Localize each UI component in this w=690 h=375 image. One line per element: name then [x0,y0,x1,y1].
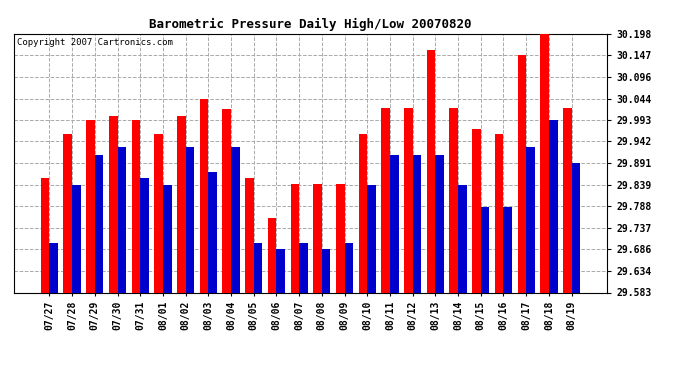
Bar [163,185,172,292]
Bar [177,116,186,292]
Bar [245,178,254,292]
Bar [117,147,126,292]
Bar [413,155,422,292]
Bar [132,120,140,292]
Bar [41,178,50,292]
Bar [299,243,308,292]
Bar [222,109,231,292]
Bar [86,120,95,292]
Bar [426,50,435,292]
Bar [481,207,489,292]
Bar [435,155,444,292]
Bar [504,207,512,292]
Bar [518,55,526,292]
Bar [254,243,262,292]
Bar [359,134,367,292]
Bar [495,134,504,292]
Text: Copyright 2007 Cartronics.com: Copyright 2007 Cartronics.com [17,38,172,46]
Bar [140,178,149,292]
Bar [186,147,195,292]
Bar [63,134,72,292]
Bar [277,249,285,292]
Bar [472,129,481,292]
Bar [390,155,399,292]
Bar [155,134,163,292]
Bar [95,155,103,292]
Bar [458,185,466,292]
Bar [268,218,277,292]
Bar [449,108,458,292]
Bar [367,185,376,292]
Bar [336,183,344,292]
Bar [526,147,535,292]
Bar [290,183,299,292]
Bar [199,99,208,292]
Title: Barometric Pressure Daily High/Low 20070820: Barometric Pressure Daily High/Low 20070… [149,18,472,31]
Bar [322,249,331,292]
Bar [549,120,558,292]
Bar [404,108,413,292]
Bar [344,243,353,292]
Bar [571,163,580,292]
Bar [72,185,81,292]
Bar [313,183,322,292]
Bar [109,116,117,292]
Bar [50,243,58,292]
Bar [208,172,217,292]
Bar [563,108,571,292]
Bar [231,147,239,292]
Bar [382,108,390,292]
Bar [540,34,549,292]
